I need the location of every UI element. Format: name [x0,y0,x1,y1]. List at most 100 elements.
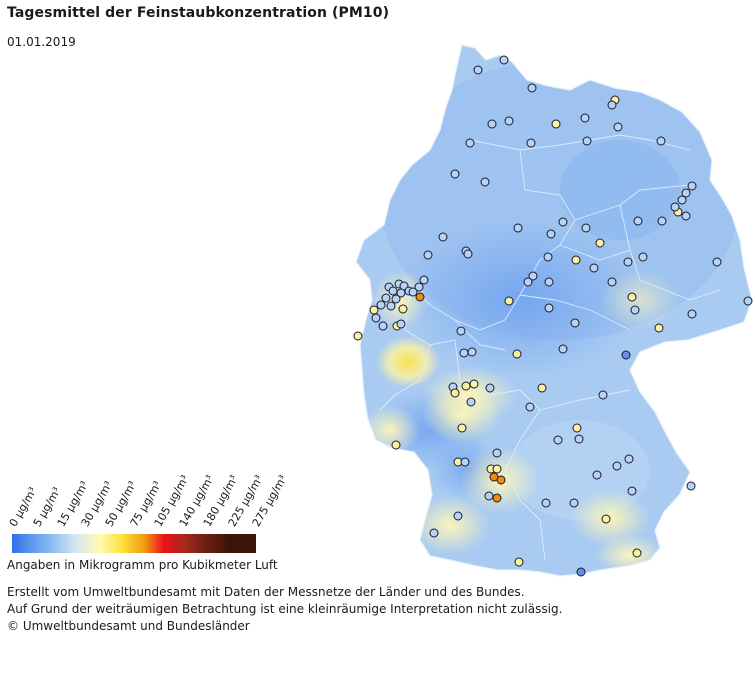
station-marker [598,390,608,400]
station-marker [633,216,643,226]
station-marker [514,557,524,567]
station-marker [576,567,586,577]
station-marker [601,514,611,524]
station-marker [527,83,537,93]
station-marker [492,448,502,458]
footer-line-source: Erstellt vom Umweltbundesamt mit Daten d… [7,585,525,599]
station-marker [492,493,502,503]
station-marker [607,100,617,110]
station-marker [419,275,429,285]
station-marker [459,348,469,358]
station-marker [512,349,522,359]
station-marker [388,286,398,296]
station-marker [429,528,439,538]
station-marker [480,177,490,187]
station-marker [376,300,386,310]
station-marker [469,379,479,389]
station-marker [570,318,580,328]
station-marker [528,271,538,281]
footer-notes: Erstellt vom Umweltbundesamt mit Daten d… [7,584,562,635]
station-marker [582,136,592,146]
station-marker [391,440,401,450]
station-marker [513,223,523,233]
station-marker [391,294,401,304]
station-marker [572,423,582,433]
station-marker [396,288,406,298]
footer-line-copyright: © Umweltbundesamt und Bundesländer [7,619,250,633]
station-marker [627,486,637,496]
station-marker [386,301,396,311]
station-marker [627,292,637,302]
station-marker [558,217,568,227]
station-marker [526,138,536,148]
station-marker [465,138,475,148]
footer-line-disclaimer: Auf Grund der weiträumigen Betrachtung i… [7,602,563,616]
station-marker [607,277,617,287]
station-marker [537,383,547,393]
station-marker [414,282,424,292]
station-marker [450,388,460,398]
station-marker [457,423,467,433]
station-marker [450,169,460,179]
station-marker [544,277,554,287]
station-marker [398,304,408,314]
station-marker [743,296,753,306]
station-marker [453,511,463,521]
station-marker [613,122,623,132]
station-marker [492,464,502,474]
station-marker [687,181,697,191]
station-marker [569,498,579,508]
station-marker [415,292,425,302]
station-marker [681,188,691,198]
station-marker [523,277,533,287]
station-marker [687,309,697,319]
hotspot-saarland [376,336,440,388]
station-marker [632,548,642,558]
station-marker [371,313,381,323]
station-marker [456,326,466,336]
station-marker [589,263,599,273]
legend-color-bar [12,534,256,553]
station-marker [525,402,535,412]
legend-caption: Angaben in Mikrogramm pro Kubikmeter Luf… [7,558,278,572]
station-marker [581,223,591,233]
legend-color-segment [164,534,184,553]
legend-color-segment [206,534,230,553]
station-marker [630,305,640,315]
station-marker [504,116,514,126]
station-marker [504,296,514,306]
station-marker [623,257,633,267]
station-marker [670,202,680,212]
legend-color-segment [122,534,144,553]
legend-color-segment [76,534,100,553]
station-marker [381,293,391,303]
station-marker [541,498,551,508]
legend-color-segment [12,534,30,553]
station-marker [654,323,664,333]
station-marker [438,232,448,242]
station-marker [487,119,497,129]
station-marker [467,347,477,357]
station-marker [463,249,473,259]
legend-color-segment [30,534,52,553]
station-marker [681,211,691,221]
station-marker [460,457,470,467]
station-marker [621,350,631,360]
station-marker [466,397,476,407]
station-markers [353,55,753,577]
station-marker [580,113,590,123]
station-marker [546,229,556,239]
station-marker [677,195,687,205]
station-marker [499,55,509,65]
station-marker [543,252,553,262]
legend-color-segment [100,534,122,553]
station-marker [574,434,584,444]
legend-labels: 0 µg/m³ 5 µg/m³ 15 µg/m³ 30 µg/m³ 50 µg/m³ 75… [7,440,290,540]
station-marker [686,481,696,491]
station-marker [638,252,648,262]
germany-map [353,44,753,577]
station-marker [353,331,363,341]
station-marker [378,321,388,331]
legend-color-segment [184,534,206,553]
station-marker [624,454,634,464]
